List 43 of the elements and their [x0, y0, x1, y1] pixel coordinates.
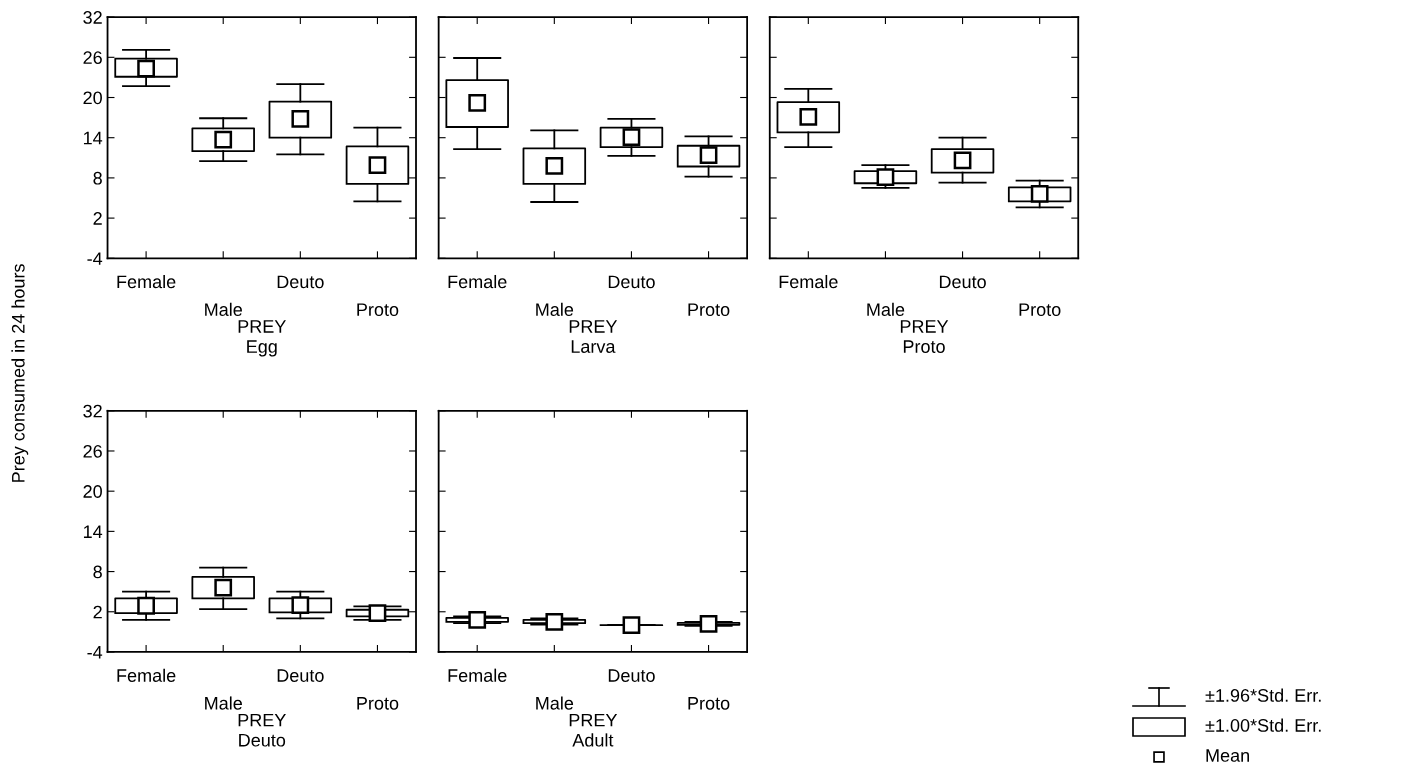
y-tick-label: 20	[83, 485, 102, 498]
x-tick-label: Proto	[357, 303, 399, 316]
x-tick-label: Female	[779, 274, 838, 289]
x-tick-label: Female	[448, 668, 507, 682]
y-axis-title: Prey consumed in 24 hours	[11, 264, 29, 482]
y-tick-label: 26	[83, 444, 102, 458]
y-tick-label: 20	[83, 91, 102, 105]
x-axis-title: PREY Adult	[569, 713, 618, 747]
x-tick-label: Proto	[1019, 303, 1061, 316]
y-tick-label: 8	[93, 171, 102, 185]
x-tick-label: Female	[117, 274, 176, 289]
x-tick-label: Male	[205, 302, 242, 316]
y-tick-label: -4	[87, 252, 103, 265]
y-tick-label: 14	[83, 131, 103, 145]
x-tick-label: Deuto	[277, 669, 324, 682]
y-tick-label: 32	[83, 404, 102, 418]
x-tick-label: Male	[867, 302, 905, 316]
x-tick-label: Proto	[357, 697, 399, 710]
x-tick-label: Deuto	[939, 275, 986, 289]
text: Mean	[1206, 749, 1249, 762]
x-axis-title: PREY Proto	[900, 320, 949, 353]
text: ±1.00*Std. Err.	[1205, 718, 1321, 732]
y-tick-label: -4	[87, 646, 103, 659]
x-axis-title: PREY Egg	[238, 320, 286, 357]
x-tick-label: Deuto	[277, 275, 324, 289]
x-axis-title: PREY Larva	[569, 320, 618, 353]
x-tick-label: Proto	[688, 697, 730, 710]
x-tick-label: Male	[205, 696, 242, 710]
x-tick-label: Deuto	[608, 669, 655, 682]
y-tick-label: 8	[93, 565, 102, 579]
x-tick-label: Deuto	[608, 275, 655, 289]
x-tick-label: Male	[536, 302, 574, 316]
text: ±1.96*Std. Err.	[1205, 688, 1321, 702]
y-tick-label: 14	[83, 525, 103, 538]
x-tick-label: Male	[536, 696, 574, 710]
y-tick-label: 32	[83, 11, 102, 24]
x-tick-label: Female	[448, 274, 507, 289]
y-tick-label: 26	[83, 51, 102, 65]
y-tick-label: 2	[93, 212, 102, 225]
x-tick-label: Proto	[688, 303, 730, 316]
y-tick-label: 2	[93, 605, 102, 619]
x-tick-label: Female	[117, 668, 176, 682]
x-axis-title: PREY Deuto	[238, 713, 286, 747]
